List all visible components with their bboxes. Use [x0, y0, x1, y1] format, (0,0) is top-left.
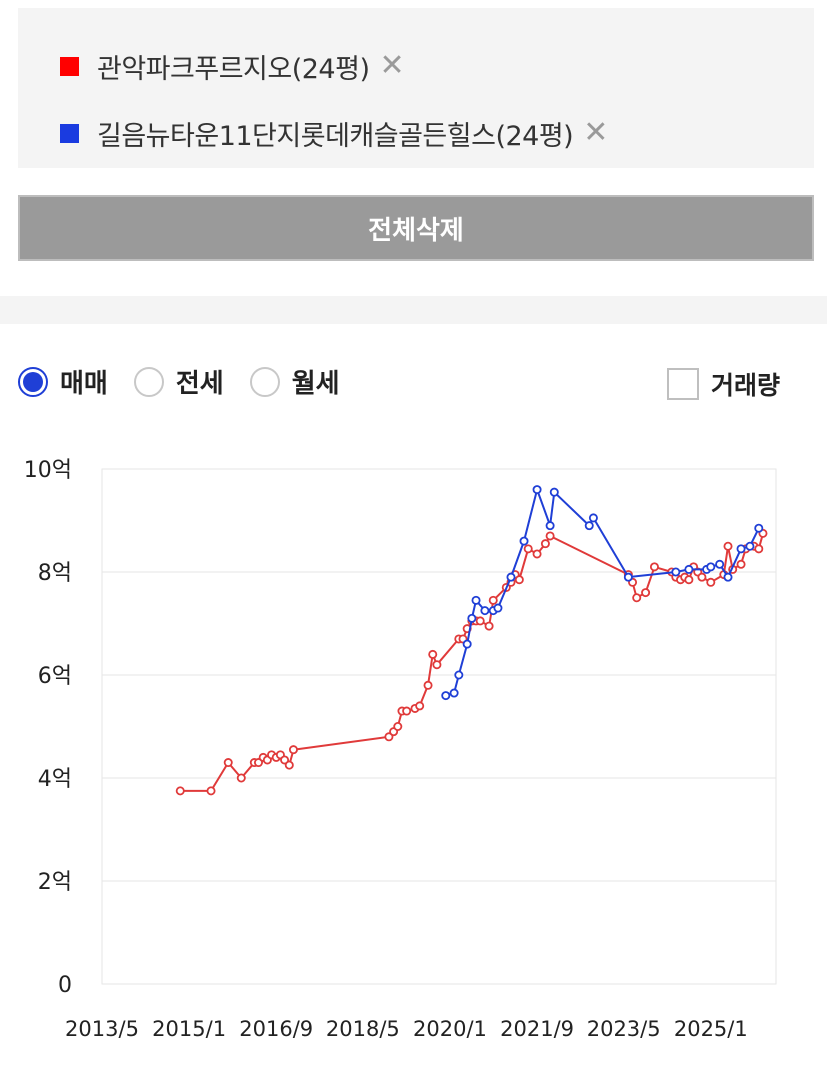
data-point [706, 577, 716, 587]
radio-circle-icon [18, 366, 48, 397]
data-point [475, 616, 485, 626]
compare-item-2-name: 길음뉴타운11단지롯데캐슬골든힐스(24평) [97, 120, 574, 152]
data-point [284, 760, 294, 770]
price-chart: 0 2억 4억 6억 8억 10억 2013/5 2015/1 2016/9 2018/5 2020… [24, 458, 777, 1041]
radio-monthly[interactable]: 월세 [249, 363, 340, 400]
data-point [488, 595, 498, 605]
x-tick-label: 2023/5 [587, 1017, 661, 1041]
data-point [684, 575, 694, 585]
data-point [449, 688, 459, 698]
data-point [484, 621, 494, 631]
data-point [462, 639, 472, 649]
data-point [514, 575, 524, 585]
data-point [641, 588, 651, 598]
compare-list: 관악파크푸르지오(24평) ✕ 길음뉴타운11단지롯데캐슬골든힐스(24평) ✕ [18, 8, 814, 168]
close-icon[interactable]: ✕ [583, 115, 609, 150]
data-point [532, 549, 542, 559]
y-tick-label: 6억 [38, 664, 72, 689]
data-point [471, 595, 481, 605]
radio-sale[interactable]: 매매 [18, 363, 108, 400]
deal-type-radio-group: 매매 전세 월세 [18, 363, 366, 400]
data-point [723, 572, 733, 582]
x-tick-label: 2021/9 [500, 1017, 574, 1041]
x-tick-label: 2018/5 [326, 1017, 400, 1041]
y-tick-label: 8억 [38, 561, 72, 586]
series-2-swatch [60, 123, 79, 143]
y-tick-label: 2억 [38, 870, 72, 895]
compare-item-2: 길음뉴타운11단지롯데캐슬골든힐스(24평) ✕ [60, 113, 608, 153]
data-point [523, 544, 533, 554]
data-point [206, 786, 216, 796]
plot-area [101, 468, 777, 985]
volume-label: 거래량 [711, 371, 781, 400]
data-point [671, 567, 681, 577]
data-point [584, 521, 594, 531]
data-point [745, 541, 755, 551]
x-tick-label: 2016/9 [239, 1017, 313, 1041]
data-point [545, 531, 555, 541]
data-point [549, 487, 559, 497]
radio-jeonse-label: 전세 [175, 369, 224, 399]
data-point [697, 572, 707, 582]
close-icon[interactable]: ✕ [379, 48, 405, 83]
data-point [223, 758, 233, 768]
data-point [623, 572, 633, 582]
radio-circle-icon [249, 366, 280, 397]
data-point [540, 539, 550, 549]
data-point [506, 572, 516, 582]
data-point [649, 562, 659, 572]
data-point [545, 521, 555, 531]
data-point [402, 706, 412, 716]
x-tick-label: 2013/5 [65, 1017, 139, 1041]
y-tick-label: 4억 [38, 767, 72, 792]
x-tick-label: 2025/1 [674, 1017, 748, 1041]
data-point [423, 680, 433, 690]
data-point [736, 544, 746, 554]
data-point [493, 603, 503, 613]
y-tick-label: 0 [58, 973, 72, 998]
radio-circle-icon [133, 366, 164, 397]
data-point [393, 721, 403, 731]
data-point [288, 745, 298, 755]
radio-monthly-label: 월세 [291, 369, 340, 399]
clear-all-button[interactable]: 전체삭제 [18, 195, 814, 261]
data-point [736, 559, 746, 569]
data-point [236, 773, 246, 783]
volume-checkbox[interactable]: 거래량 [667, 366, 780, 402]
compare-item-1-name: 관악파크푸르지오(24평) [97, 53, 370, 85]
data-point [754, 544, 764, 554]
data-point [754, 523, 764, 533]
data-point [632, 593, 642, 603]
x-tick-label: 2015/1 [152, 1017, 226, 1041]
data-point [532, 485, 542, 495]
y-tick-label: 10억 [24, 458, 72, 483]
section-divider [0, 296, 827, 324]
radio-sale-label: 매매 [60, 369, 108, 399]
data-point [415, 701, 425, 711]
series-line-2 [445, 488, 760, 697]
data-point [480, 606, 490, 616]
radio-jeonse[interactable]: 전세 [133, 363, 224, 400]
data-point [428, 649, 438, 659]
data-point [175, 786, 185, 796]
data-point [715, 559, 725, 569]
data-point [684, 564, 694, 574]
compare-item-1: 관악파크푸르지오(24평) ✕ [60, 46, 405, 86]
checkbox-icon [667, 368, 699, 400]
series-1-swatch [60, 56, 79, 76]
x-tick-label: 2020/1 [413, 1017, 487, 1041]
data-point [467, 613, 477, 623]
data-point [723, 541, 733, 551]
data-point [706, 562, 716, 572]
data-point [588, 513, 598, 523]
data-point [454, 670, 464, 680]
data-point [441, 691, 451, 701]
data-point [519, 536, 529, 546]
data-point [432, 660, 442, 670]
